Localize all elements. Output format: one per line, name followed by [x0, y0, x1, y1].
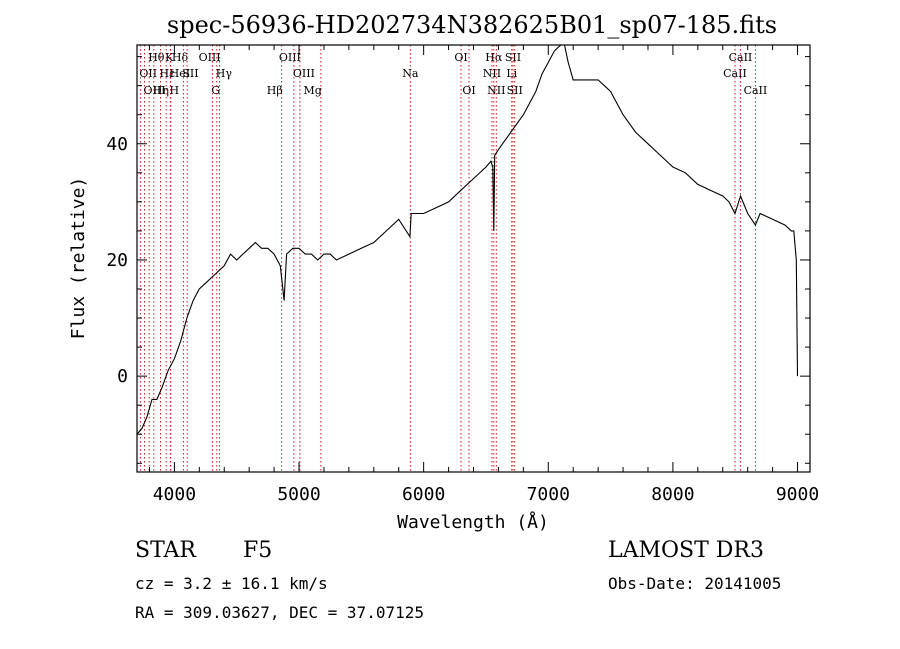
line-label-7: HeI: [170, 67, 190, 80]
line-label-20: Hα: [485, 51, 503, 64]
line-label-8: Hδ: [172, 51, 189, 64]
y-tick-label-2: 40: [106, 134, 128, 155]
x-tick-label-0: 4000: [153, 484, 196, 505]
line-label-23: SII: [505, 51, 521, 64]
x-axis-label: Wavelength (Å): [397, 511, 549, 533]
line-label-11: Hγ: [216, 67, 233, 80]
line-label-27: CaII: [729, 51, 753, 64]
line-label-25: SII: [507, 84, 523, 97]
line-label-22: NII: [487, 84, 505, 97]
line-label-24: Li: [506, 67, 517, 80]
y-tick-label-0: 0: [117, 366, 128, 387]
line-label-15: Hβ: [267, 84, 283, 97]
spectral-subclass: F5: [243, 538, 273, 563]
line-label-14: OIII: [293, 67, 315, 80]
line-label-0: Hθ: [148, 51, 165, 64]
redshift-readout: cz = 3.2 ± 16.1 km/s: [135, 574, 328, 593]
line-label-6: H: [170, 84, 180, 97]
line-label-4: Hε: [160, 67, 176, 80]
x-tick-label-5: 9000: [776, 484, 819, 505]
y-axis-label: Flux (relative): [68, 177, 89, 340]
x-tick-label-4: 8000: [651, 484, 694, 505]
line-label-28: CaII: [744, 84, 768, 97]
line-label-1: OII: [139, 67, 157, 80]
chart-title: spec-56936-HD202734N382625B01_sp07-185.f…: [167, 11, 777, 39]
x-tick-label-1: 5000: [277, 484, 320, 505]
object-class: STAR: [135, 538, 196, 563]
line-label-26: CaII: [723, 67, 747, 80]
line-label-3: K: [165, 51, 174, 64]
line-label-9: SII: [182, 67, 198, 80]
y-tick-label-1: 20: [106, 250, 128, 271]
coordinates: RA = 309.03627, DEC = 37.07125: [135, 603, 424, 622]
line-label-12: G: [211, 84, 220, 97]
survey-name: LAMOST DR3: [608, 538, 764, 563]
line-label-2: OIII: [143, 84, 165, 97]
x-tick-label-2: 6000: [402, 484, 445, 505]
line-label-5: Hη: [153, 84, 169, 97]
line-label-17: Na: [402, 67, 419, 80]
line-label-18: OI: [454, 51, 467, 64]
line-label-13: OIII: [279, 51, 301, 64]
axis-layer: 4000 5000 6000 7000 8000 9000 0 20 40: [106, 45, 819, 505]
series-line-spectrum: [136, 44, 799, 435]
line-label-16: Mg: [304, 84, 322, 97]
x-tick-label-3: 7000: [527, 484, 570, 505]
line-label-21: NII: [483, 67, 501, 80]
line-label-10: OIII: [199, 51, 221, 64]
series-layer: [136, 44, 799, 435]
obs-date: Obs-Date: 20141005: [608, 574, 782, 593]
line-label-19: OI: [462, 84, 475, 97]
